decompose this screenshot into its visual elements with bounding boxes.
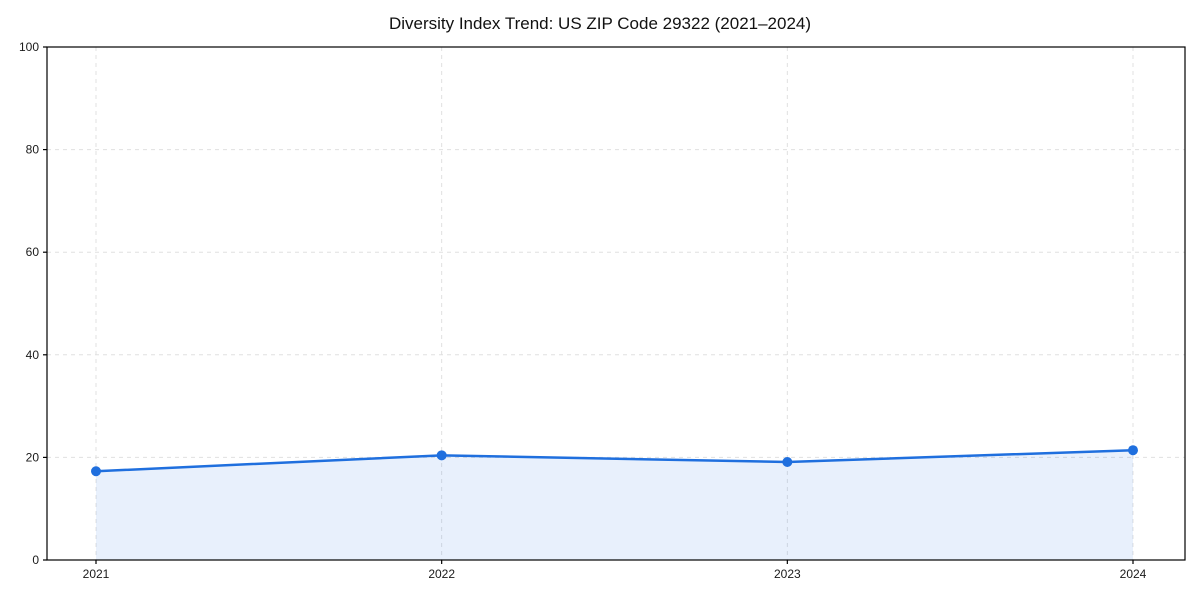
- y-tick-label: 60: [26, 245, 40, 259]
- chart-title: Diversity Index Trend: US ZIP Code 29322…: [388, 14, 812, 33]
- y-tick-label: 80: [26, 143, 40, 157]
- x-tick-label: 2023: [774, 567, 801, 581]
- data-point: [1128, 445, 1138, 456]
- y-tick-label: 0: [32, 553, 39, 567]
- data-point: [436, 450, 447, 461]
- trend-line: [94, 448, 1135, 473]
- x-tick-label: 2022: [428, 567, 455, 581]
- area-fill: [96, 450, 1133, 560]
- axis-ticks: [43, 46, 1134, 564]
- x-tick-label: 2021: [83, 567, 110, 581]
- data-point: [91, 466, 101, 477]
- data-point: [782, 457, 793, 468]
- y-tick-label: 40: [26, 348, 40, 362]
- x-tick-label: 2024: [1120, 567, 1147, 581]
- y-tick-label: 100: [19, 40, 39, 54]
- axis-tick-labels: 0 20 40 60 80 100 2021 2022 2023 2024: [19, 40, 1147, 581]
- data-point-markers: [91, 445, 1138, 477]
- axes-spines: [46, 46, 1186, 561]
- y-tick-label: 20: [26, 450, 40, 464]
